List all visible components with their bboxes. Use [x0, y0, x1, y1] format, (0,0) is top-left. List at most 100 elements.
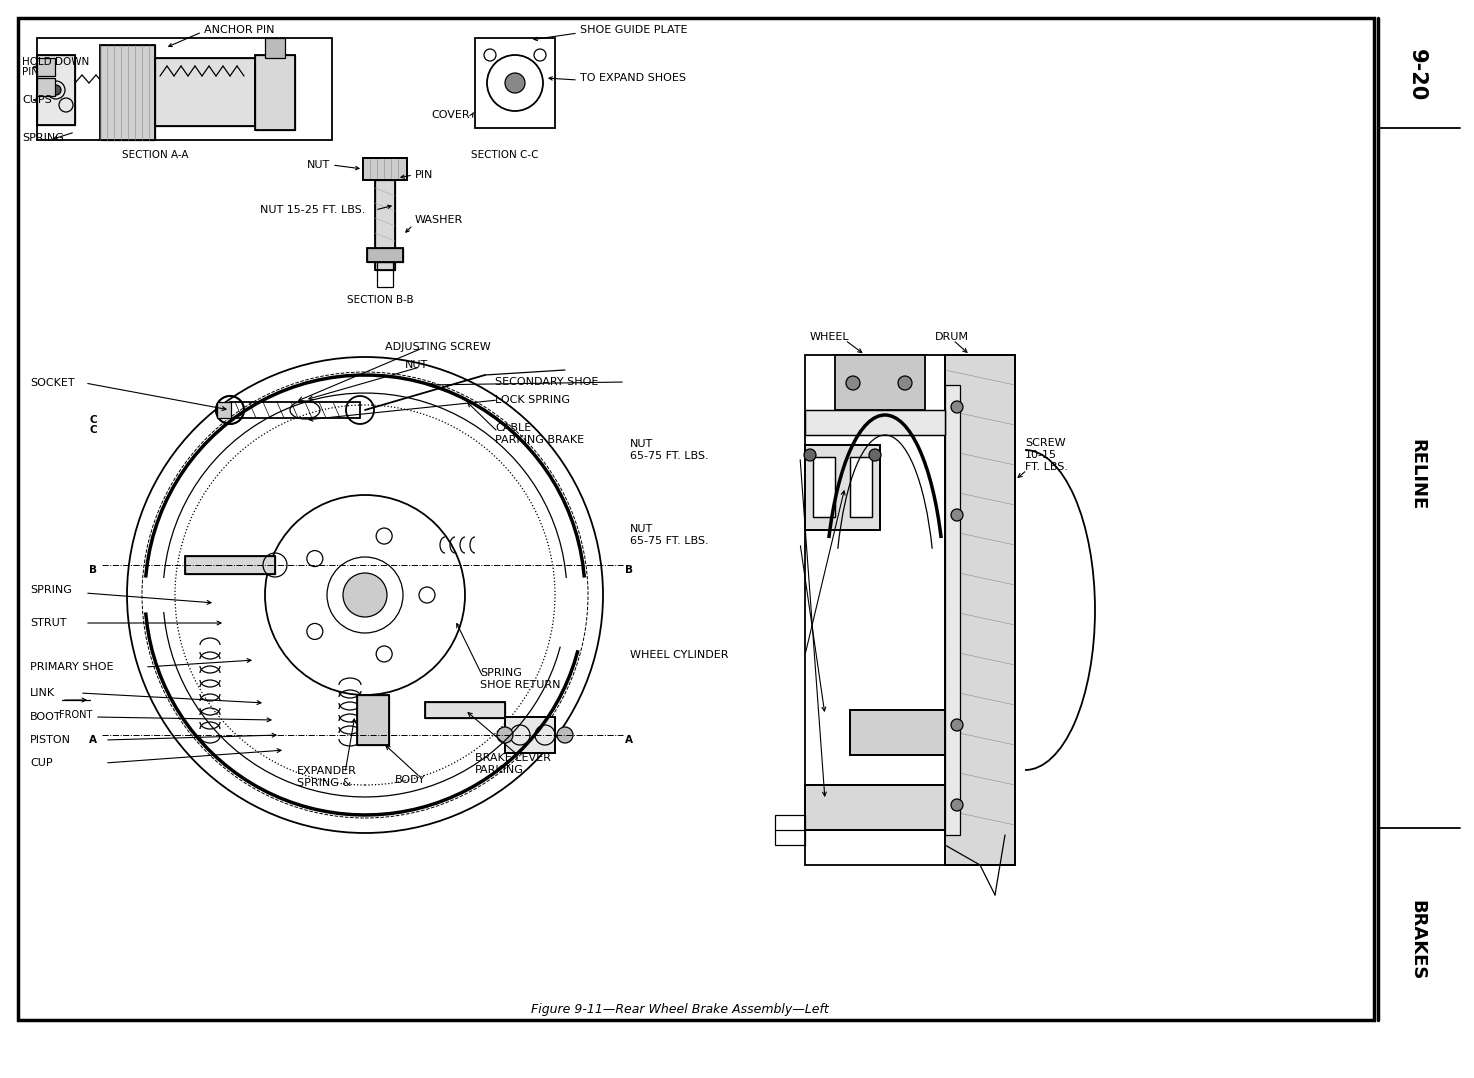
- Text: SECTION A-A: SECTION A-A: [122, 150, 189, 160]
- Bar: [37, 58, 55, 77]
- Bar: [805, 785, 945, 830]
- Circle shape: [951, 719, 963, 731]
- Bar: [186, 556, 276, 573]
- Bar: [374, 180, 395, 270]
- Text: LINK: LINK: [29, 688, 55, 697]
- Text: SHOE RETURN: SHOE RETURN: [481, 680, 560, 690]
- Text: 9-20: 9-20: [1408, 49, 1427, 101]
- Bar: [186, 556, 276, 573]
- Text: SECTION B-B: SECTION B-B: [346, 295, 413, 305]
- Circle shape: [497, 727, 513, 743]
- Bar: [255, 55, 295, 130]
- Bar: [37, 55, 75, 125]
- Bar: [805, 410, 945, 436]
- Text: BOOT: BOOT: [29, 711, 62, 722]
- Text: NUT: NUT: [405, 360, 429, 370]
- Circle shape: [506, 73, 525, 93]
- Bar: [100, 45, 155, 140]
- Text: PARKING BRAKE: PARKING BRAKE: [495, 436, 584, 445]
- Bar: [945, 355, 1016, 865]
- Bar: [945, 355, 1016, 865]
- Bar: [363, 158, 407, 180]
- Bar: [814, 457, 834, 517]
- Bar: [805, 410, 945, 436]
- Bar: [805, 445, 880, 530]
- Bar: [805, 785, 945, 830]
- Bar: [945, 385, 960, 835]
- Text: Figure 9-11—Rear Wheel Brake Assembly—Left: Figure 9-11—Rear Wheel Brake Assembly—Le…: [531, 1004, 828, 1017]
- Text: BODY: BODY: [395, 775, 426, 785]
- Circle shape: [870, 450, 881, 461]
- Text: LOCK SPRING: LOCK SPRING: [495, 395, 570, 405]
- Text: COVER: COVER: [432, 110, 470, 120]
- Text: C: C: [90, 425, 97, 436]
- Bar: [506, 717, 556, 754]
- Bar: [357, 695, 389, 745]
- Text: ADJUSTING SCREW: ADJUSTING SCREW: [385, 342, 491, 353]
- Bar: [850, 457, 873, 517]
- Text: HOLD DOWN: HOLD DOWN: [22, 57, 90, 67]
- Bar: [100, 45, 155, 140]
- Circle shape: [52, 85, 60, 95]
- Text: NUT: NUT: [307, 160, 330, 170]
- Text: CABLE: CABLE: [495, 423, 531, 433]
- Bar: [363, 158, 407, 180]
- Text: BRAKE LEVER: BRAKE LEVER: [475, 754, 551, 763]
- Text: PRIMARY SHOE: PRIMARY SHOE: [29, 662, 113, 672]
- Text: NUT 15-25 FT. LBS.: NUT 15-25 FT. LBS.: [259, 205, 366, 215]
- Circle shape: [951, 799, 963, 811]
- Bar: [850, 710, 945, 755]
- Text: FRONT: FRONT: [59, 710, 93, 720]
- Text: B: B: [88, 565, 97, 575]
- Text: SCREW
10-15
FT. LBS.: SCREW 10-15 FT. LBS.: [1024, 439, 1069, 471]
- Text: WHEEL CYLINDER: WHEEL CYLINDER: [629, 650, 728, 660]
- Bar: [37, 55, 75, 125]
- Text: PIN: PIN: [416, 170, 433, 180]
- Text: EXPANDER: EXPANDER: [296, 766, 357, 776]
- Bar: [37, 38, 332, 140]
- Circle shape: [951, 509, 963, 521]
- Bar: [255, 55, 295, 130]
- Bar: [155, 58, 255, 126]
- Bar: [265, 38, 284, 58]
- Text: NUT
65-75 FT. LBS.: NUT 65-75 FT. LBS.: [629, 524, 709, 545]
- Text: B: B: [625, 565, 632, 575]
- Text: SPRING &: SPRING &: [296, 778, 351, 788]
- Text: CUP: CUP: [29, 758, 53, 768]
- Circle shape: [846, 376, 859, 390]
- Text: NUT
65-75 FT. LBS.: NUT 65-75 FT. LBS.: [629, 439, 709, 460]
- Bar: [374, 180, 395, 270]
- Text: TO EXPAND SHOES: TO EXPAND SHOES: [579, 73, 685, 83]
- Text: SPRING: SPRING: [22, 133, 63, 143]
- Text: PIN: PIN: [22, 67, 38, 77]
- Text: SOCKET: SOCKET: [29, 378, 75, 388]
- Circle shape: [557, 727, 573, 743]
- Text: ANCHOR PIN: ANCHOR PIN: [203, 25, 274, 34]
- Text: CUPS: CUPS: [22, 95, 52, 105]
- Text: WASHER: WASHER: [416, 215, 463, 225]
- Text: SPRING: SPRING: [481, 668, 522, 678]
- Bar: [850, 457, 873, 517]
- Text: SPRING: SPRING: [29, 585, 72, 595]
- Bar: [425, 702, 506, 718]
- Bar: [834, 355, 926, 410]
- Bar: [475, 38, 556, 128]
- Circle shape: [898, 376, 912, 390]
- Bar: [805, 445, 880, 530]
- Text: PISTON: PISTON: [29, 735, 71, 745]
- Text: SECTION C-C: SECTION C-C: [472, 150, 539, 160]
- Text: RELINE: RELINE: [1408, 440, 1425, 511]
- Bar: [367, 248, 402, 262]
- Bar: [506, 717, 556, 754]
- Text: A: A: [625, 735, 632, 745]
- Bar: [37, 78, 55, 96]
- Text: DRUM: DRUM: [935, 332, 968, 342]
- Circle shape: [343, 573, 388, 617]
- Text: SECONDARY SHOE: SECONDARY SHOE: [495, 377, 598, 387]
- Bar: [155, 58, 255, 126]
- Bar: [775, 815, 805, 845]
- Bar: [377, 262, 394, 287]
- Text: C: C: [90, 415, 97, 425]
- Bar: [814, 457, 834, 517]
- Text: SHOE GUIDE PLATE: SHOE GUIDE PLATE: [579, 25, 687, 34]
